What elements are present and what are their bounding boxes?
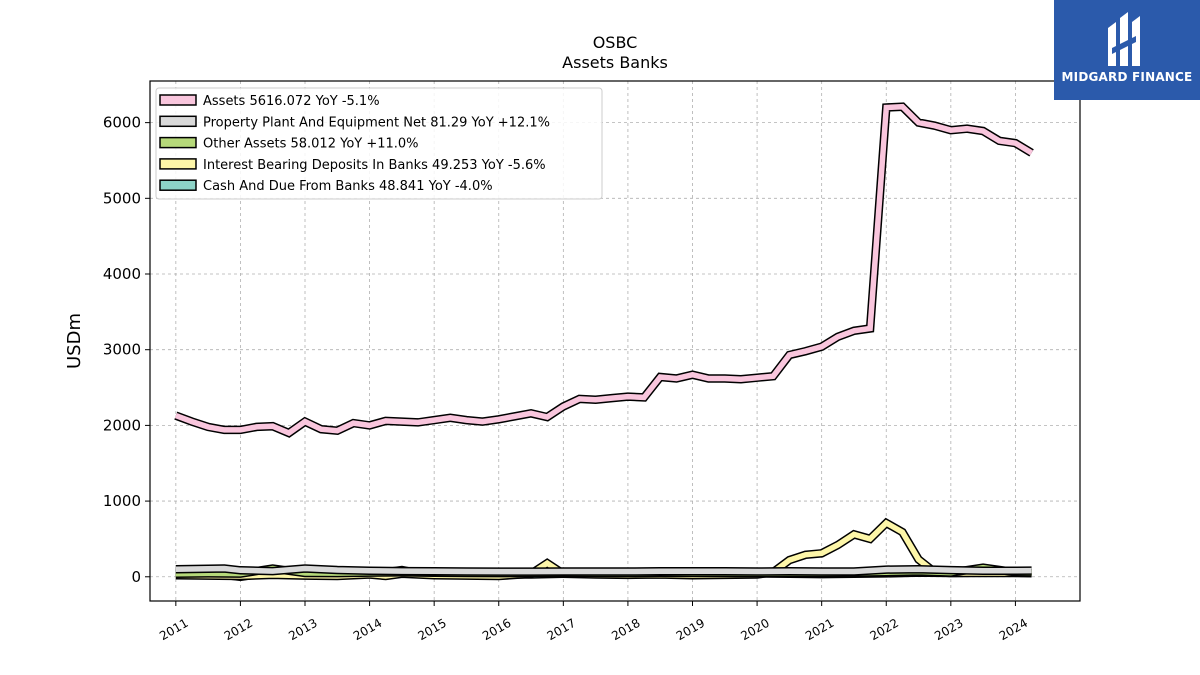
series-0 [174, 102, 1034, 438]
legend-item: Property Plant And Equipment Net 81.29 Y… [159, 115, 550, 130]
x-tick-label: 2017 [545, 616, 578, 643]
series-line [174, 103, 1034, 437]
x-tick-label: 2022 [868, 616, 901, 643]
x-tick-label: 2020 [738, 616, 771, 643]
brand-name: MIDGARD FINANCE [1061, 70, 1193, 84]
legend-label: Cash And Due From Banks 48.841 YoY -4.0% [203, 179, 493, 194]
chart-subtitle: Assets Banks [562, 53, 668, 72]
x-tick-label: 2018 [609, 616, 642, 643]
legend-swatch [159, 94, 197, 106]
y-axis-label: USDm [64, 313, 85, 369]
y-tick-label: 4000 [103, 265, 141, 283]
x-tick-label: 2023 [932, 616, 965, 643]
y-tick-label: 6000 [103, 114, 141, 132]
legend-swatch [159, 115, 197, 128]
x-tick-label: 2013 [286, 616, 319, 643]
legend-swatch [159, 158, 197, 170]
y-axis-ticks: 0 1000 2000 3000 4000 5000 6000 [103, 114, 150, 586]
x-tick-label: 2011 [157, 616, 190, 643]
legend-item: Assets 5616.072 YoY -5.1% [159, 94, 380, 109]
legend-item: Cash And Due From Banks 48.841 YoY -4.0% [159, 179, 493, 194]
y-tick-label: 3000 [103, 341, 141, 359]
y-tick-label: 5000 [103, 189, 141, 207]
y-tick-label: 2000 [103, 416, 141, 434]
x-tick-label: 2015 [415, 616, 448, 643]
legend-swatch [159, 179, 197, 191]
x-tick-label: 2024 [997, 616, 1030, 643]
plot-frame [149, 80, 1081, 602]
legend-label: Interest Bearing Deposits In Banks 49.25… [203, 158, 546, 173]
series-lines [174, 102, 1034, 582]
series-1 [175, 564, 1032, 576]
legend-box [155, 87, 603, 200]
legend-swatch [159, 136, 197, 149]
x-tick-label: 2016 [480, 616, 513, 643]
x-tick-label: 2012 [222, 616, 255, 643]
x-axis-ticks: 2011 2012 2013 2014 2015 2016 2017 2018 2019 2020… [157, 601, 1030, 643]
x-tick-label: 2019 [674, 616, 707, 643]
y-tick-label: 0 [131, 568, 141, 586]
x-tick-label: 2014 [351, 616, 384, 643]
legend-item: Other Assets 58.012 YoY +11.0% [159, 136, 419, 152]
legend-label: Other Assets 58.012 YoY +11.0% [203, 137, 419, 152]
series-line [175, 565, 1032, 575]
legend-item: Interest Bearing Deposits In Banks 49.25… [159, 158, 546, 173]
brand-logo: MIDGARD FINANCE [1054, 0, 1200, 100]
chart-legend: Assets 5616.072 YoY -5.1% Property Plant … [155, 87, 603, 200]
midgard-logo-icon [1108, 12, 1140, 66]
x-tick-label: 2021 [803, 616, 836, 643]
legend-label: Property Plant And Equipment Net 81.29 Y… [203, 115, 550, 130]
chart-title: OSBC [593, 33, 638, 52]
legend-label: Assets 5616.072 YoY -5.1% [203, 94, 380, 109]
y-tick-label: 1000 [103, 492, 141, 510]
